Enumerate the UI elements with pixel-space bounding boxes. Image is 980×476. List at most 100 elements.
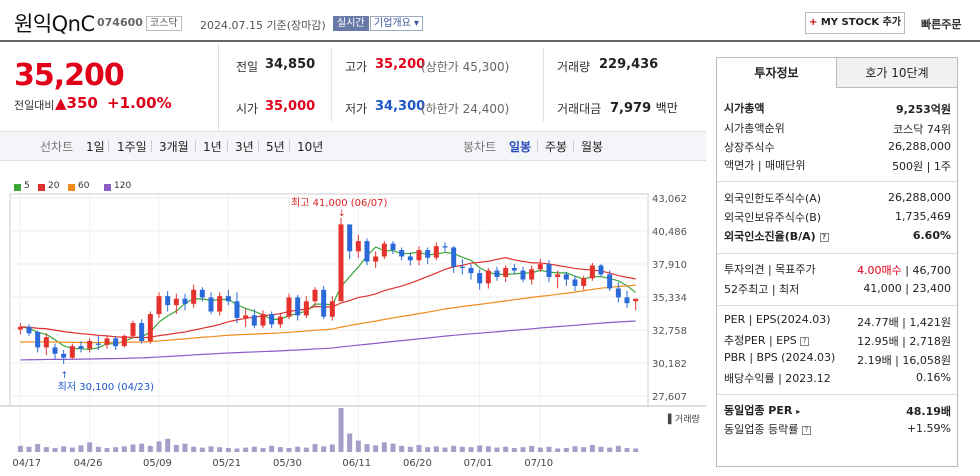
foreign-limit-value: 26,288,000 [888,191,951,204]
candle-body [26,326,32,334]
candle-body [104,338,110,345]
my-stock-button[interactable]: + MY STOCK 추가 [805,12,905,34]
opinion-value: 4.00매수 | 46,700 [857,264,951,277]
plus-icon: + [808,17,818,28]
period-bar [0,131,706,161]
candle-body [61,353,67,358]
volume-bar [485,446,491,452]
candle-body [399,250,405,257]
help-icon[interactable]: ? [801,425,811,435]
industry-change-value: +1.59% [906,422,951,435]
period-10y[interactable]: 10년 [297,140,324,154]
volume-bar [459,446,465,452]
volume-bar [303,447,309,452]
low-label: 저가 [345,102,368,116]
help-icon[interactable]: ? [800,336,810,346]
volume-bar [286,448,292,452]
volume-bar [130,444,136,452]
candle-body [277,316,283,325]
volume-bars [17,408,639,452]
volume-bar [191,446,197,452]
period-3m[interactable]: 3개월 [159,140,189,154]
candle-body [217,296,223,312]
volume-bar [243,447,249,452]
volume-bar [43,447,49,452]
chevron-down-icon: ▾ [414,18,420,29]
down-arrow-icon: ↓ [338,209,346,219]
candle-body [442,246,448,248]
x-tick-label: 05/09 [143,458,172,469]
candle-body [598,265,604,275]
volume-bar [269,445,275,452]
realtime-badge[interactable]: 실시간 [333,16,369,31]
volume-bar [390,443,396,452]
lower-limit: (하한가 24,400) [421,102,510,116]
period-1y[interactable]: 1년 [203,140,222,154]
candle-body [390,243,396,251]
legend-ma20-swatch [38,184,45,191]
candle-body [537,264,543,270]
dividend-value: 0.16% [916,371,951,384]
volume-bar [511,448,517,452]
volume-bar [615,445,621,452]
volume-bar [572,446,578,452]
candle-body [546,264,552,277]
volume-bar [182,443,188,452]
volume-bar [451,445,457,452]
candle-body [165,296,171,306]
candle-body [130,323,136,336]
period-3y[interactable]: 3년 [235,140,254,154]
tab-order-book[interactable]: 호가 10단계 [837,58,957,88]
legend-ma20: 20 [48,181,60,191]
face-value-label: 액면가 | 매매단위 [724,159,806,172]
legend-ma120: 120 [114,181,132,191]
candle-daily[interactable]: 일봉 [509,140,532,154]
y-tick-label: 35,334 [652,293,687,304]
x-tick-label: 04/26 [74,458,103,469]
quick-order-button[interactable]: 빠른주문 [921,18,962,31]
candle-body [563,274,569,280]
volume-bar [260,448,266,452]
candle-body [199,289,205,298]
divider [717,253,957,254]
candle-body [572,279,578,286]
listed-shares-label: 상장주식수 [724,141,775,154]
x-tick-label: 05/30 [273,458,302,469]
volume-bar [26,446,32,452]
candle-body [459,266,465,268]
volume-bar [433,446,439,452]
period-1w[interactable]: 1주일 [117,140,147,154]
candle-body [208,297,214,312]
company-name: 원익QnC [14,12,95,36]
candle-monthly[interactable]: 월봉 [581,140,604,154]
volume-bar [147,445,153,452]
min-annotation: 최저 30,100 (04/23) [58,381,154,393]
company-info-button[interactable]: 기업개요 ▾ [370,16,424,31]
low-value: 34,300 [375,99,426,114]
current-price: 35,200 [14,58,125,93]
volume-bar [87,442,93,452]
candle-body [494,270,500,277]
volume-bar [364,444,370,452]
legend-ma5: 5 [24,181,30,191]
volume-bar [494,447,500,452]
help-icon[interactable]: ? [819,232,829,242]
volume-bar [208,446,214,452]
period-1d[interactable]: 1일 [86,140,105,154]
candle-weekly[interactable]: 주봉 [545,140,568,154]
period-5y[interactable]: 5년 [266,140,285,154]
candle-body [364,241,370,262]
candle-body [191,289,197,304]
candle-chart-label[interactable]: 봉차트 [463,140,497,154]
line-chart-label[interactable]: 선차트 [40,140,74,154]
tab-invest-info[interactable]: 투자정보 [717,58,837,88]
candle-body [295,297,301,316]
volume-bar [373,445,379,452]
y-tick-label: 43,062 [652,194,687,205]
chart-grid [0,193,706,454]
price-chart[interactable]: 43,062 40,486 37,910 35,334 32,758 30,182 27,6… [0,190,706,476]
volume-bar [217,447,223,452]
high-value: 35,200 [375,57,426,72]
pbr-label: PBR | BPS (2024.03) [724,351,836,364]
volume-bar [321,446,327,452]
